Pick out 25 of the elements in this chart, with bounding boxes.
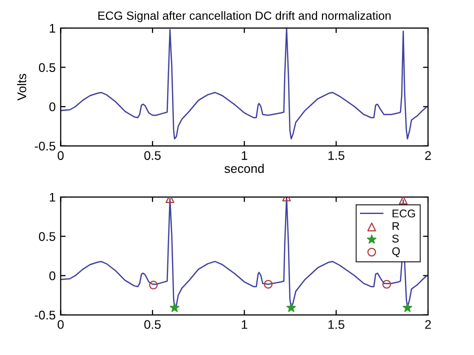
x-tick-label: 1 (242, 151, 248, 160)
x-tick-label: 0 (58, 320, 64, 329)
x-tick-label: 1 (242, 320, 248, 329)
y-tick-label: 1 (50, 24, 56, 33)
y-tick-label: 0.5 (38, 232, 56, 241)
x-tick-label: 0.5 (144, 320, 161, 329)
y-tick-label: 0 (49, 102, 56, 112)
legend-label: Q (392, 247, 400, 258)
x-tick-label: 2 (425, 320, 431, 329)
y-tick-label: 0 (49, 271, 56, 280)
x-tick-label: 1.5 (328, 320, 344, 329)
chart-title: ECG Signal after cancellation DC drift and normalization (98, 11, 391, 22)
y-tick-label: 0.5 (38, 63, 56, 72)
legend-label: S (392, 234, 399, 243)
y-tick-label: 1 (50, 192, 56, 202)
y-axis-title: Volts (17, 74, 26, 100)
x-axis-title: second (224, 164, 264, 173)
legend-label: R (392, 222, 400, 230)
x-tick-label: 0 (58, 151, 64, 160)
x-tick-label: 1.5 (328, 151, 344, 160)
y-tick-label: -0.5 (34, 310, 56, 320)
y-tick-label: -0.5 (34, 142, 56, 151)
x-tick-label: 0.5 (144, 151, 161, 160)
x-tick-label: 2 (425, 151, 431, 160)
legend-label: ECG (392, 210, 415, 218)
